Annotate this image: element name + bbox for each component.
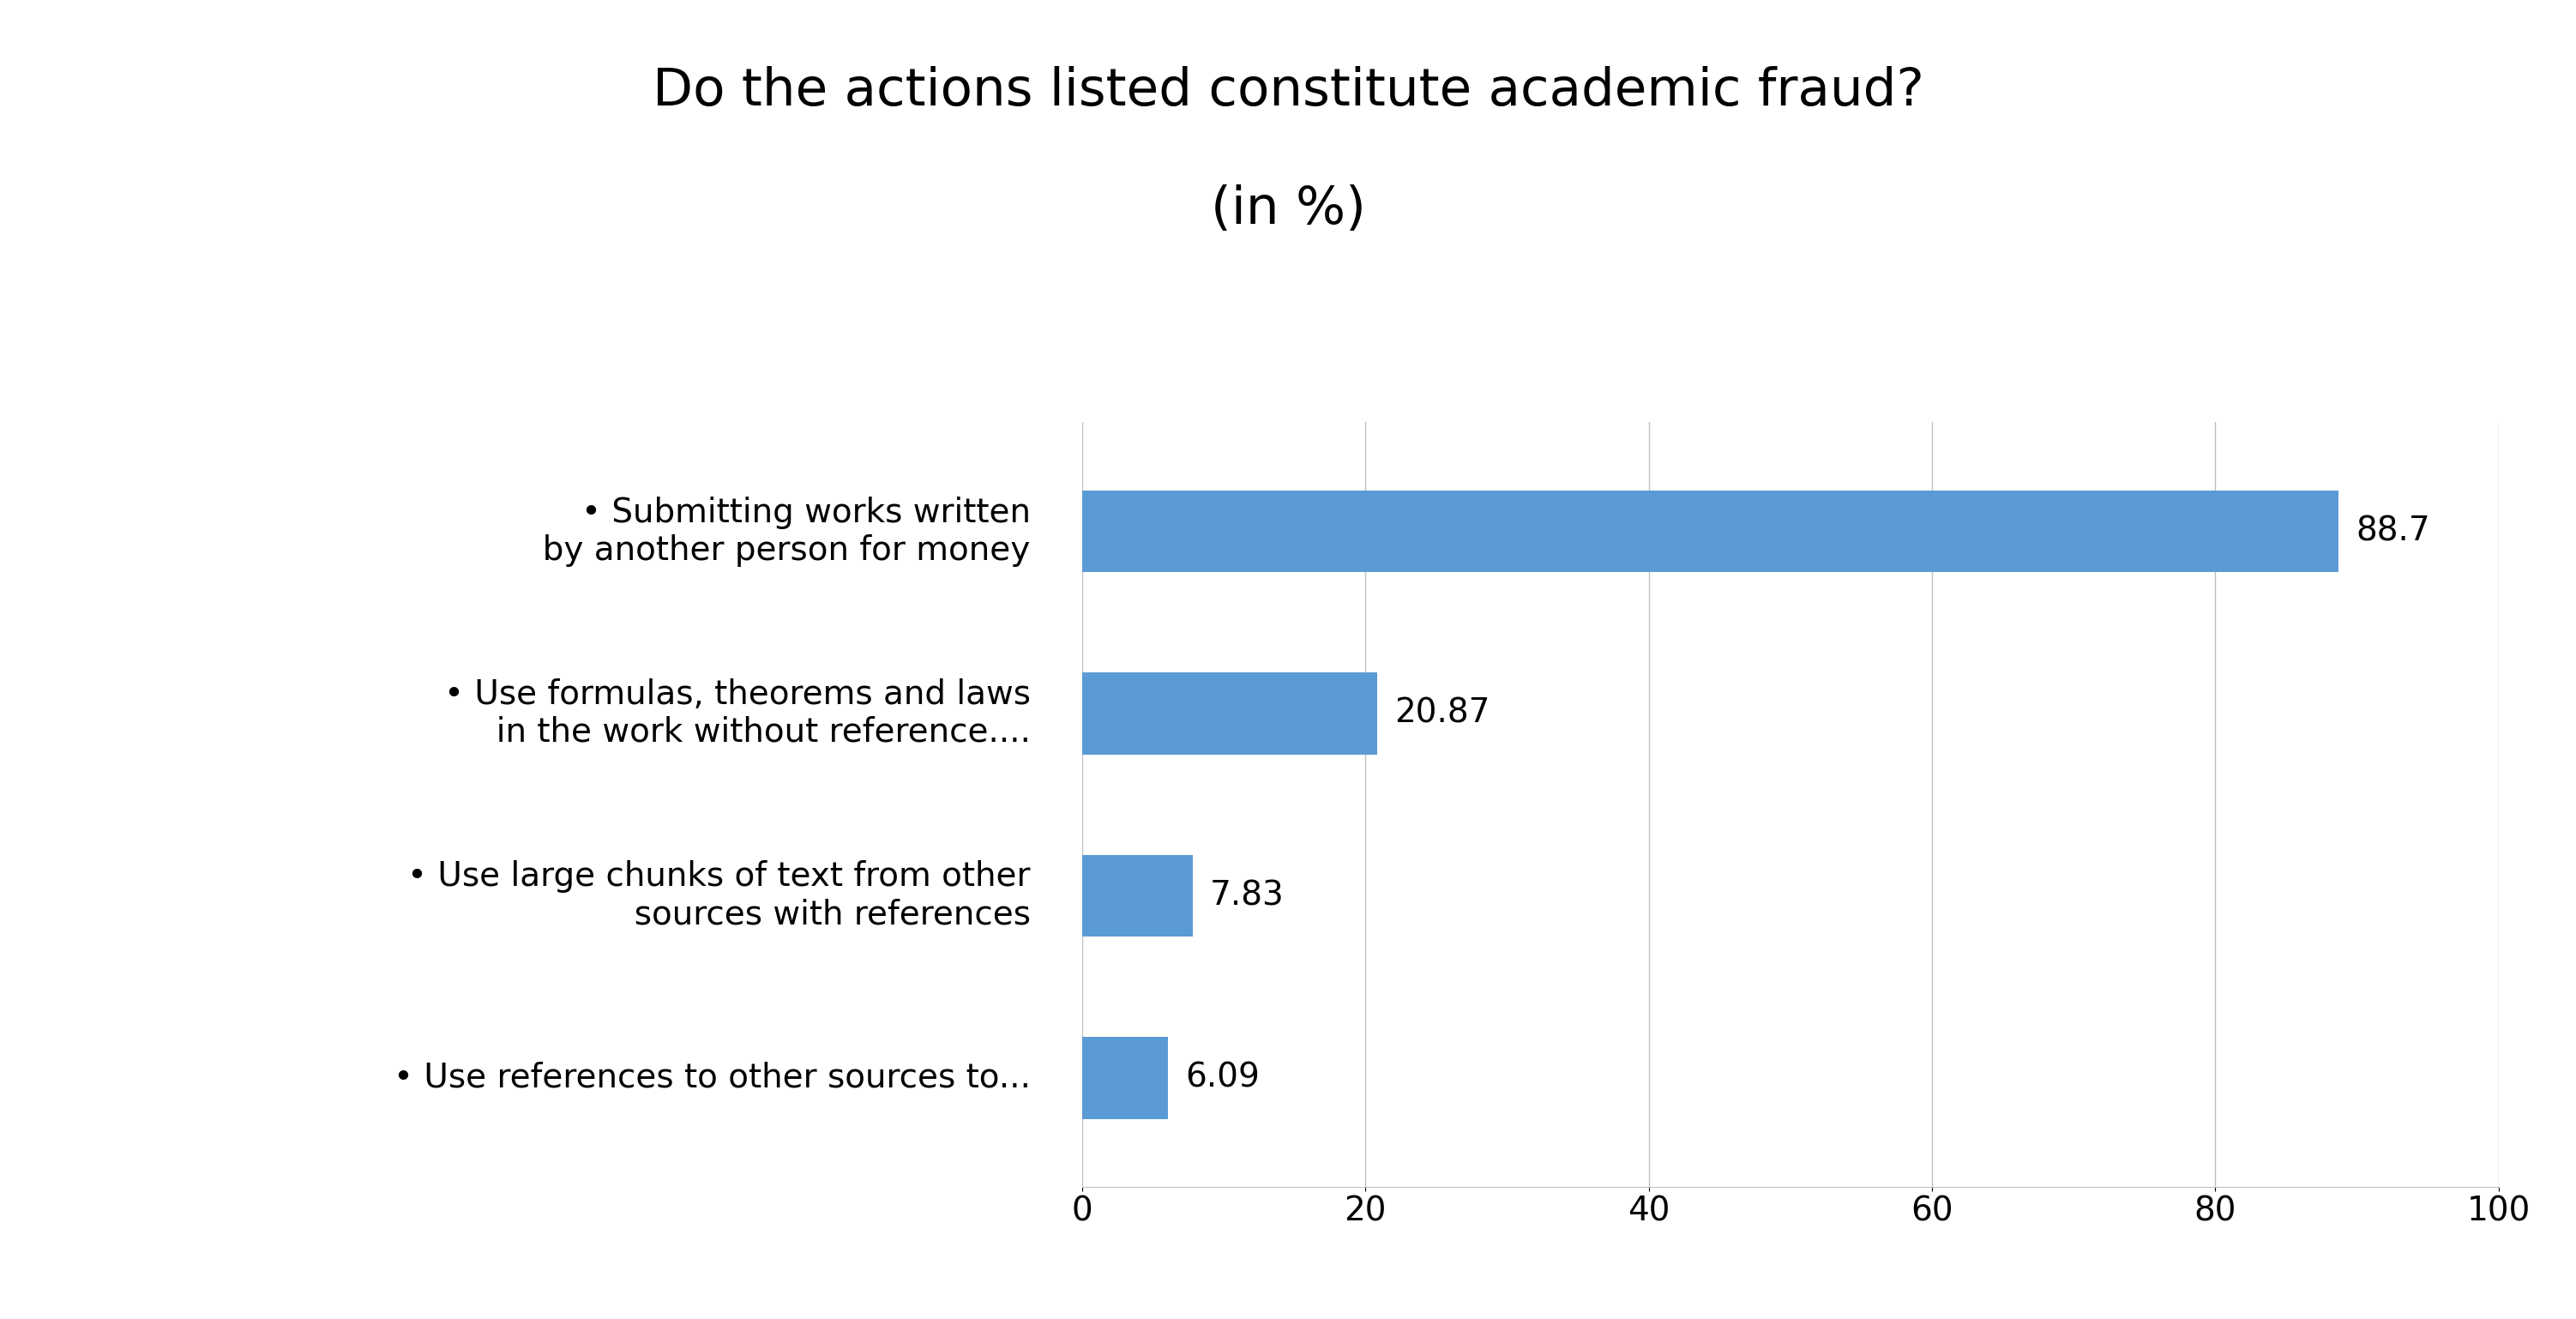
Text: • Use formulas, theorems and laws
  in the work without reference....: • Use formulas, theorems and laws in the…	[443, 678, 1030, 749]
Text: Do the actions listed constitute academic fraud?: Do the actions listed constitute academi…	[652, 66, 1924, 116]
Bar	[1082, 1037, 1167, 1119]
Text: 20.87: 20.87	[1394, 698, 1492, 729]
Bar	[1082, 673, 1378, 754]
Text: 7.83: 7.83	[1211, 880, 1285, 911]
Text: • Submitting works written
  by another person for money: • Submitting works written by another pe…	[523, 496, 1030, 567]
Text: 6.09: 6.09	[1185, 1062, 1260, 1093]
Text: 88.7: 88.7	[2354, 516, 2429, 547]
Text: • Use large chunks of text from other
  sources with references: • Use large chunks of text from other so…	[407, 860, 1030, 931]
Bar	[1082, 855, 1193, 936]
Text: • Use references to other sources to...: • Use references to other sources to...	[394, 1062, 1030, 1093]
Bar	[1082, 491, 2339, 572]
Text: (in %): (in %)	[1211, 185, 1365, 235]
